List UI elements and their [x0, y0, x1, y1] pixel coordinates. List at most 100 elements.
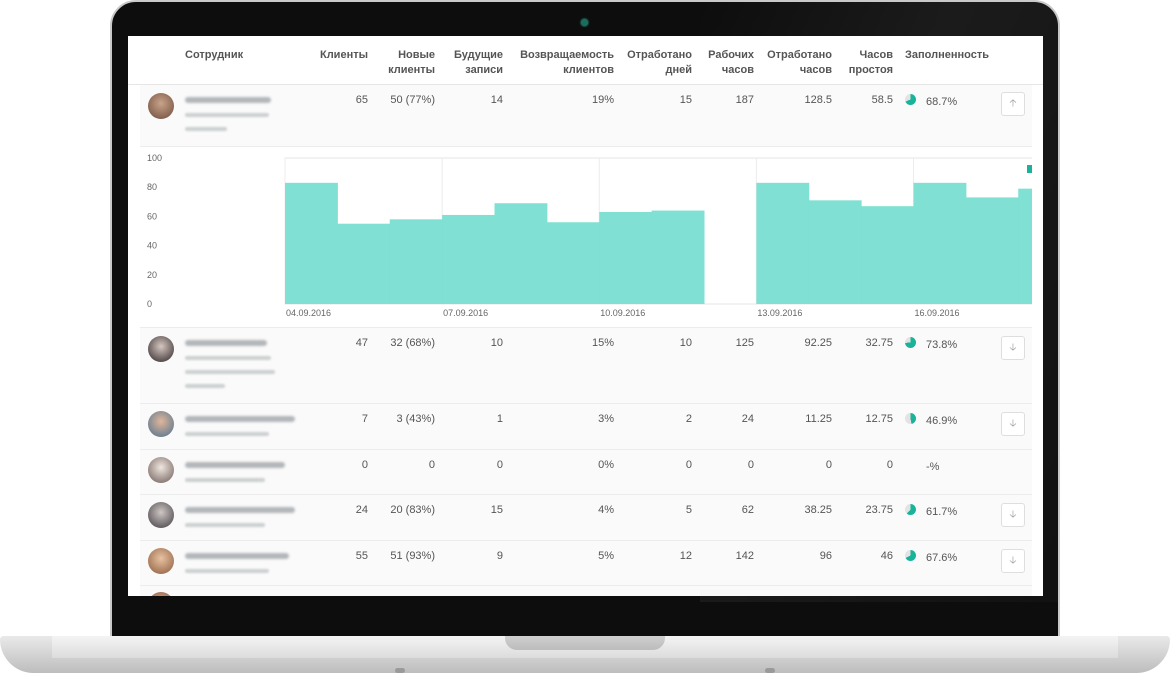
cell-work-hours: 142	[735, 550, 754, 562]
header-idle[interactable]: Часов простоя	[833, 48, 893, 78]
expand-button[interactable]: 🡣	[1001, 412, 1025, 436]
avatar	[148, 457, 174, 483]
cell-work-hours: 125	[735, 337, 754, 349]
cell-clients: 7	[361, 413, 368, 425]
up-arrow-icon: 🡡	[1009, 98, 1017, 109]
header-new-clients-line2: клиенты	[388, 64, 435, 76]
employee-name-blurred	[185, 507, 295, 513]
chart-bar	[546, 222, 600, 304]
avatar	[148, 502, 174, 528]
cell-work-hours: 24	[741, 413, 754, 425]
header-clients[interactable]: Клиенты	[319, 49, 368, 61]
table-row[interactable]: 0 0 0 0% 0 0 0 0 -%	[140, 450, 1032, 495]
table-row[interactable]: 65 50 (77%) 14 19% 15 187 128.5 58.5 68.…	[140, 85, 1032, 147]
cell-new-clients: 51 (93%)	[390, 550, 435, 562]
employee-role-blurred	[185, 523, 265, 527]
chart-bar	[1018, 188, 1043, 304]
fill-pie-icon	[905, 337, 916, 348]
cell-clients: 47	[355, 337, 368, 349]
cell-fill: 68.7%	[926, 96, 958, 108]
expand-button[interactable]: 🡣	[1001, 336, 1025, 360]
laptop-notch	[505, 636, 665, 650]
employee-role-blurred	[185, 113, 269, 117]
cell-fill: 73.8%	[926, 339, 958, 351]
cell-worked-hours: 38.25	[804, 504, 832, 516]
cell-fill: 67.6%	[926, 552, 958, 564]
header-new-clients[interactable]: Новые клиенты	[368, 48, 435, 78]
cell-fill: -%	[926, 461, 940, 473]
cell-days: 15	[679, 94, 692, 106]
chart-bar	[599, 212, 653, 304]
header-days[interactable]: Отработано дней	[618, 48, 692, 78]
cell-worked-hours: 96	[819, 550, 832, 562]
employee-name-blurred	[185, 553, 289, 559]
employee-role-blurred	[185, 432, 269, 436]
cell-days: 0	[685, 459, 692, 471]
cell-return: 19%	[591, 94, 614, 106]
cell-future: 14	[490, 94, 503, 106]
collapse-button[interactable]: 🡡	[1001, 92, 1025, 116]
avatar	[148, 336, 174, 362]
chart-bar	[808, 200, 862, 304]
chart-bar	[965, 197, 1019, 304]
header-work-hours-line2: часов	[721, 64, 754, 76]
expand-button[interactable]: 🡣	[1001, 549, 1025, 573]
table-row[interactable]: 7 3 (43%) 1 3% 2 24 11.25 12.75 46.9% 🡣	[140, 404, 1032, 450]
cell-worked-hours: 92.25	[804, 337, 832, 349]
header-employee[interactable]: Сотрудник	[185, 49, 244, 61]
header-return[interactable]: Возвращаемость клиентов	[498, 48, 614, 78]
employee-name-blurred	[185, 416, 295, 422]
cell-worked-hours: 128.5	[804, 94, 832, 106]
y-tick-label: 40	[147, 241, 157, 251]
expand-button[interactable]: 🡣	[1001, 503, 1025, 527]
table-row[interactable]: 47 32 (68%) 10 15% 10 125 92.25 32.75 73…	[140, 328, 1032, 404]
fill-pie-icon	[905, 550, 916, 561]
fill-pie-icon	[905, 413, 916, 424]
employee-name-blurred	[185, 340, 267, 346]
cell-future: 0	[496, 459, 503, 471]
cell-return: 0%	[598, 459, 614, 471]
down-arrow-icon: 🡣	[1009, 418, 1017, 429]
x-tick-label: 07.09.2016	[443, 308, 488, 318]
cell-work-hours: 62	[741, 504, 754, 516]
header-future-line1: Будущие	[453, 49, 503, 61]
table-row[interactable]: 24 20 (83%) 15 4% 5 62 38.25 23.75 61.7%…	[140, 495, 1032, 541]
cell-clients: 65	[355, 94, 368, 106]
down-arrow-icon: 🡣	[1009, 509, 1017, 520]
cell-future: 9	[496, 550, 503, 562]
header-return-line1: Возвращаемость	[520, 49, 614, 61]
header-fill[interactable]: Заполненность	[905, 49, 989, 61]
employee-name-blurred	[185, 97, 271, 103]
chart-bar	[442, 214, 495, 304]
screen: Сотрудник Клиенты Новые клиенты Будущие за…	[128, 36, 1043, 596]
header-work-hours[interactable]: Рабочих часов	[694, 48, 754, 78]
header-work-hours-line1: Рабочих	[708, 49, 754, 61]
header-future[interactable]: Будущие записи	[433, 48, 503, 78]
table-row[interactable]: 55 51 (93%) 9 5% 12 142 96 46 67.6% 🡣	[140, 541, 1032, 586]
avatar	[148, 592, 174, 596]
header-future-line2: записи	[465, 64, 503, 76]
header-days-line2: дней	[665, 64, 692, 76]
y-tick-label: 60	[147, 211, 157, 221]
cell-return: 5%	[598, 550, 614, 562]
fill-chart: 0 20 40 60 80 100 04.09.2016 07.09.2016 10.09.20…	[140, 147, 1043, 328]
cell-days: 12	[679, 550, 692, 562]
fill-pie-icon	[905, 504, 916, 515]
header-days-line1: Отработано	[627, 49, 692, 61]
cell-return: 15%	[591, 337, 614, 349]
table-row[interactable]	[140, 586, 1032, 596]
employee-role-blurred	[185, 356, 271, 360]
chart-bar	[337, 223, 391, 304]
employee-role-blurred	[185, 384, 225, 388]
chart-bar	[861, 206, 914, 304]
x-tick-label: 04.09.2016	[286, 308, 331, 318]
header-return-line2: клиентов	[563, 64, 614, 76]
header-new-clients-line1: Новые	[398, 49, 435, 61]
cell-worked-hours: 11.25	[805, 413, 832, 425]
down-arrow-icon: 🡣	[1009, 342, 1017, 353]
table-header: Сотрудник Клиенты Новые клиенты Будущие за…	[128, 36, 1043, 85]
header-worked-hours-line1: Отработано	[767, 49, 832, 61]
header-worked-hours[interactable]: Отработано часов	[756, 48, 832, 78]
cell-return: 3%	[598, 413, 614, 425]
cell-fill: 46.9%	[926, 415, 958, 427]
